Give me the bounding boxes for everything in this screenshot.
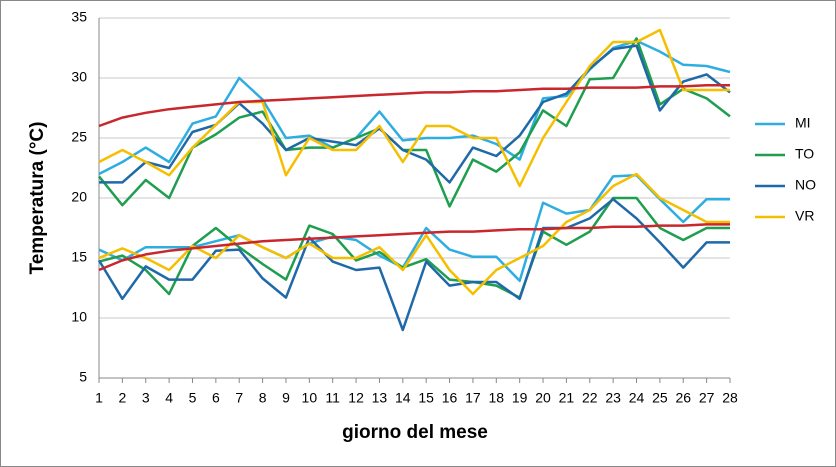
line-min [98,172,730,296]
y-tick-label: 30 [71,69,87,85]
x-tick-label: 16 [442,390,458,406]
x-tick-label: 13 [372,390,388,406]
legend-label: VR [795,208,814,224]
x-tick-label: 15 [418,390,434,406]
x-tick-label: 12 [348,390,364,406]
x-tick-label: 11 [325,390,340,406]
x-tick-label: 7 [235,390,243,406]
trend-line [98,83,730,128]
legend-label: NO [795,177,816,193]
line-min [97,197,730,332]
x-tick-label: 3 [142,390,150,406]
line-max [98,39,731,176]
x-tick-label: 6 [212,390,220,406]
line-max [98,28,730,188]
y-tick-label: 10 [71,309,87,325]
x-tick-label: 26 [675,390,691,406]
y-tick-label: 25 [71,129,87,145]
x-tick-label: 19 [512,390,528,406]
x-tick-label: 4 [165,390,173,406]
line-max [99,44,731,184]
line-max [98,37,731,208]
x-tick-label: 20 [535,390,551,406]
x-tick-label: 23 [605,390,621,406]
x-tick-label: 5 [189,390,197,406]
x-tick-label: 9 [282,390,290,406]
x-tick-label: 25 [652,390,668,406]
legend-label: TO [795,146,814,162]
legend-label: MI [795,115,811,131]
x-tick-label: 14 [395,390,411,406]
x-tick-label: 24 [629,390,645,406]
y-tick-label: 35 [71,9,87,25]
x-tick-label: 17 [465,390,481,406]
x-tick-label: 2 [118,390,126,406]
y-tick-label: 5 [79,369,87,385]
line-min [98,196,730,299]
y-axis-title: Temperatura (°C) [27,122,48,275]
x-tick-label: 21 [559,390,575,406]
x-tick-label: 22 [582,390,598,406]
x-tick-label: 28 [722,390,738,406]
x-tick-label: 10 [302,390,318,406]
x-tick-label: 27 [699,390,715,406]
y-tick-label: 15 [71,249,87,265]
x-tick-label: 8 [259,390,267,406]
y-tick-label: 20 [71,189,87,205]
x-axis-title: giorno del mese [342,422,488,443]
x-tick-label: 1 [95,390,103,406]
line-min [98,173,730,283]
trend-line [98,223,730,272]
x-tick-label: 18 [489,390,505,406]
